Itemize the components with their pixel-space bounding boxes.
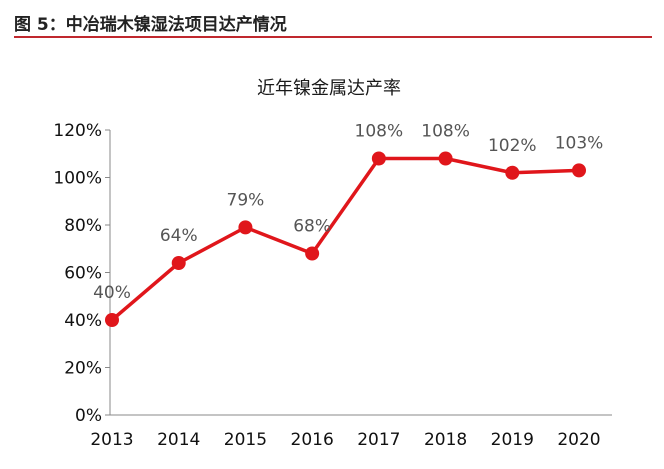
data-labels: 40% 64% 79% 68% 108% 108% 102% 103% — [93, 122, 603, 304]
x-tick-label: 2014 — [157, 430, 200, 450]
series-path — [110, 156, 580, 322]
x-tick-label: 2015 — [224, 430, 267, 450]
series-line — [105, 151, 586, 327]
data-label: 68% — [293, 217, 331, 237]
x-tick-label: 2016 — [291, 430, 334, 450]
data-label: 102% — [488, 136, 537, 156]
y-tick-label: 40% — [64, 311, 102, 331]
y-tick-label: 60% — [64, 264, 102, 284]
data-point — [371, 151, 386, 166]
data-point — [438, 151, 453, 166]
data-point — [505, 165, 520, 180]
chart-title: 近年镍金属达产率 — [257, 78, 401, 99]
figure-caption: 图 5：中冶瑞木镍湿法项目达产情况 — [14, 15, 287, 35]
y-tick-label: 120% — [53, 121, 102, 141]
data-label: 108% — [421, 122, 470, 142]
x-tick-label: 2018 — [424, 430, 467, 450]
data-label: 108% — [355, 122, 404, 142]
data-point — [171, 256, 186, 270]
x-tick-label: 2013 — [90, 430, 133, 450]
data-label: 79% — [227, 190, 265, 210]
data-label: 103% — [555, 133, 604, 153]
data-label: 40% — [93, 283, 131, 303]
x-axis: 2013 2014 2015 2016 2017 2018 2019 2020 — [90, 414, 612, 450]
data-label: 64% — [160, 226, 198, 246]
y-tick-label: 100% — [53, 169, 102, 189]
y-tick-label: 80% — [64, 216, 102, 236]
figure-header: 图 5：中冶瑞木镍湿法项目达产情况 — [14, 4, 652, 38]
y-tick-label: 20% — [64, 359, 102, 379]
data-point — [572, 163, 586, 178]
y-tick-label: 0% — [75, 406, 102, 426]
data-point — [305, 246, 320, 261]
x-tick-label: 2019 — [491, 430, 534, 450]
data-point — [105, 313, 119, 327]
y-axis: 0% 20% 40% 60% 80% 100% 120% — [53, 121, 111, 426]
x-tick-label: 2017 — [357, 430, 400, 450]
data-point — [238, 220, 253, 235]
x-tick-label: 2020 — [557, 430, 600, 450]
